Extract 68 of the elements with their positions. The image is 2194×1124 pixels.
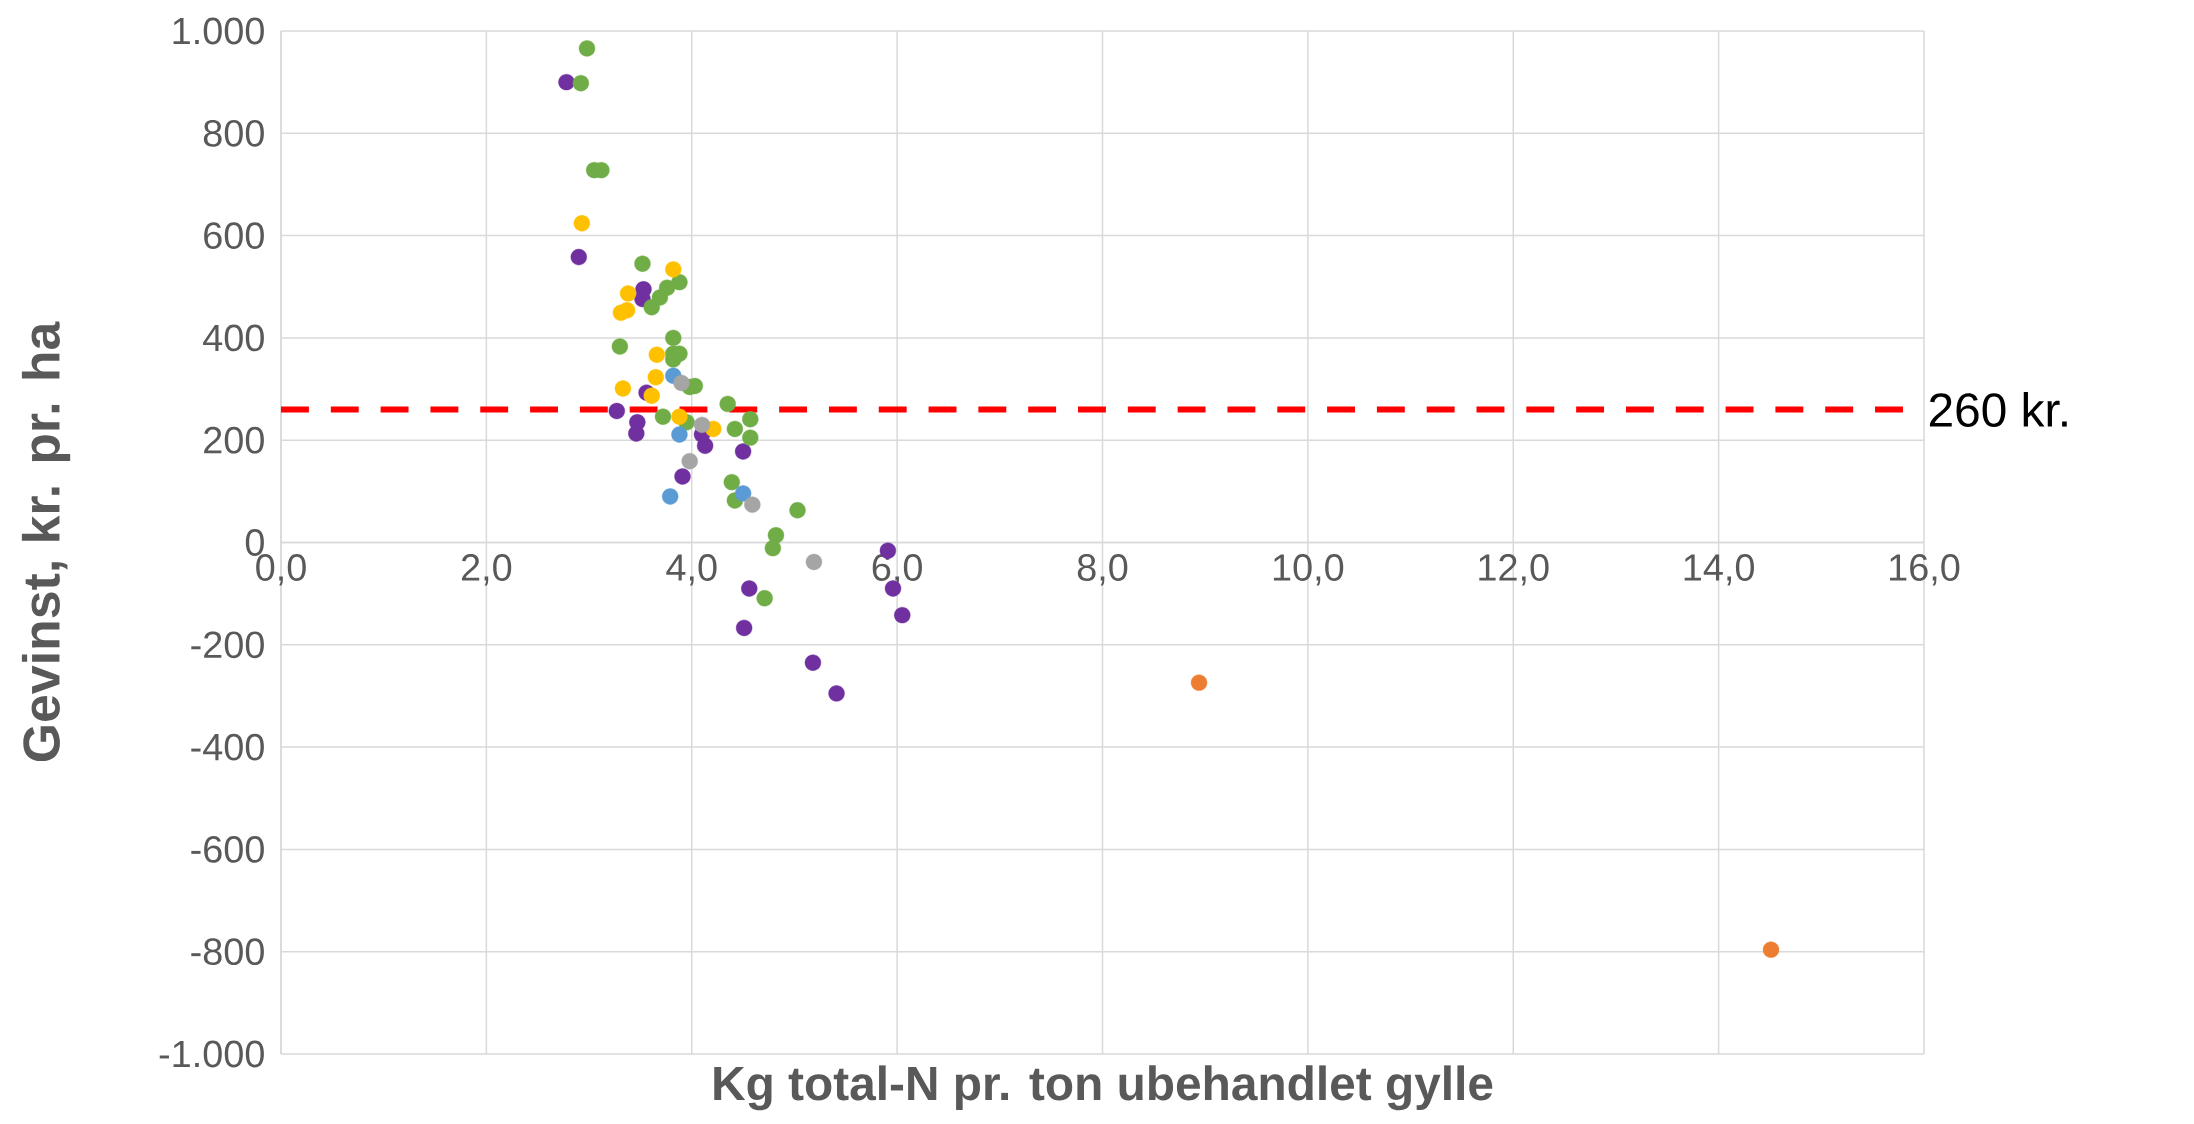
point [693, 416, 711, 434]
point [1762, 941, 1780, 958]
point [767, 527, 785, 544]
y-tick-label: 800 [203, 119, 264, 147]
x-tick-label: 2,0 [461, 554, 512, 586]
point [608, 402, 625, 420]
y-tick-label: -400 [191, 733, 264, 761]
point [634, 255, 651, 272]
point [671, 273, 688, 291]
point [643, 387, 660, 404]
point [734, 443, 752, 460]
y-tick-label: -1.000 [159, 1040, 264, 1068]
point [558, 73, 575, 91]
point [662, 488, 679, 505]
point [570, 248, 587, 266]
point [744, 496, 761, 513]
point [648, 346, 666, 363]
y-tick-label: 600 [204, 222, 264, 250]
point [628, 425, 645, 442]
point [619, 285, 637, 302]
point [671, 426, 688, 443]
point [735, 619, 753, 637]
y-tick-label: 1.000 [173, 17, 264, 45]
point [647, 369, 664, 386]
point [658, 279, 676, 296]
point [734, 485, 752, 502]
x-tick-label: 12,0 [1479, 554, 1549, 586]
y-tick-label: -200 [191, 631, 264, 659]
point [894, 606, 911, 624]
point [572, 75, 590, 92]
point [741, 580, 758, 597]
ref-line-label: 260 kr. [1929, 391, 2067, 428]
x-tick-label: 8,0 [1077, 554, 1128, 586]
y-tick-label: -800 [191, 938, 264, 966]
point [764, 539, 782, 557]
point [671, 408, 688, 425]
point [742, 411, 759, 428]
point [719, 395, 736, 413]
point [756, 590, 773, 607]
y-tick-label: 0 [245, 529, 264, 556]
point [674, 468, 691, 485]
x-tick-label: 10,0 [1273, 554, 1344, 586]
point [804, 654, 822, 671]
point [681, 453, 698, 470]
y-axis-title: Gevinst, kr. pr. ha [21, 321, 71, 762]
point [665, 261, 682, 278]
point [573, 215, 591, 232]
x-axis-title: Kg total-N pr. ton ubehandlet gylle [714, 1065, 1493, 1111]
y-tick-label: 400 [203, 324, 264, 352]
y-tick-label: 200 [204, 426, 264, 454]
point [673, 374, 690, 392]
x-tick-label: 16,0 [1890, 554, 1960, 586]
x-tick-label: 0,0 [256, 554, 306, 586]
x-tick-label: 4,0 [666, 554, 717, 586]
point [805, 553, 823, 571]
point [665, 329, 682, 347]
point [578, 40, 596, 57]
point [614, 380, 632, 397]
point [654, 408, 672, 425]
x-tick-label: 14,0 [1684, 554, 1754, 586]
y-tick-label: -600 [191, 835, 264, 863]
point [742, 429, 759, 446]
point [611, 338, 629, 355]
point [726, 420, 744, 438]
point [1190, 674, 1208, 691]
point [723, 473, 740, 491]
point [828, 685, 845, 702]
point [789, 502, 806, 519]
